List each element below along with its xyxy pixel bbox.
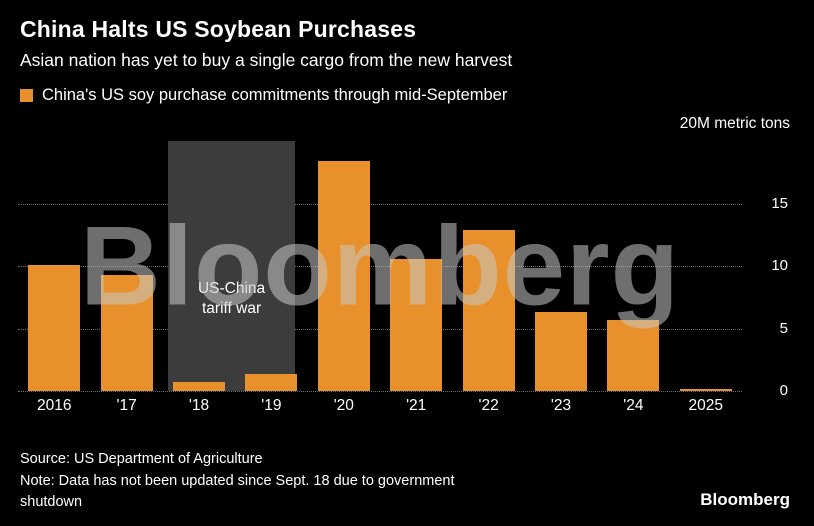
- x-tick-label: '24: [623, 397, 644, 414]
- plot-area: US-China tariff war Bloomberg: [18, 141, 742, 392]
- x-tick-label: '21: [406, 397, 427, 414]
- y-tick-label: 5: [779, 319, 788, 337]
- legend-swatch-icon: [20, 89, 33, 102]
- annotation-line-2: tariff war: [201, 300, 262, 318]
- x-tick-label: 2016: [36, 397, 72, 414]
- gridline: [18, 391, 742, 392]
- footer: Source: US Department of Agriculture Not…: [20, 449, 480, 514]
- source-text: Source: US Department of Agriculture: [20, 450, 263, 467]
- x-tick-label: 2025: [688, 397, 724, 414]
- bar-21: [390, 258, 443, 391]
- x-axis: 2016 '17 '18 '19 '20 '21 '22 '23 '24 2025: [18, 397, 742, 419]
- bar-22: [462, 229, 515, 391]
- annotation-region: US-China tariff war: [167, 141, 296, 391]
- y-tick-label: 0: [779, 382, 788, 399]
- chart-header: China Halts US Soybean Purchases Asian n…: [0, 0, 814, 105]
- bar-23: [534, 312, 588, 391]
- chart-subtitle: Asian nation has yet to buy a single car…: [20, 50, 513, 70]
- y-axis-unit-label: 20M metric tons: [679, 115, 790, 132]
- x-tick-label: '19: [261, 397, 282, 414]
- x-tick-label: '22: [478, 397, 499, 414]
- legend: China's US soy purchase commitments thro…: [20, 86, 794, 105]
- annotation-label: US-China tariff war: [168, 279, 295, 321]
- bar-18: [172, 382, 226, 391]
- bar-2025: [679, 389, 732, 391]
- x-tick-label: '18: [188, 397, 210, 414]
- gridline: [18, 203, 742, 205]
- gridline: [18, 266, 742, 267]
- bloomberg-logo: Bloomberg: [700, 490, 790, 509]
- chart-title: China Halts US Soybean Purchases: [20, 16, 417, 42]
- y-axis: 0 5 10 15: [744, 141, 814, 400]
- x-tick-label: '20: [333, 397, 354, 414]
- bar-19: [245, 373, 298, 391]
- y-tick-label: 15: [771, 194, 788, 212]
- bar-20: [317, 161, 370, 391]
- note-text: Note: Data has not been updated since Se…: [20, 472, 455, 511]
- y-tick-label: 10: [771, 257, 788, 274]
- chart-area: US-China tariff war Bloomberg 0 5 10 15: [18, 141, 814, 400]
- legend-label: China's US soy purchase commitments thro…: [42, 86, 508, 104]
- annotation-line-1: US-China: [197, 279, 266, 297]
- x-tick-label: '17: [116, 397, 137, 414]
- gridline: [18, 328, 742, 330]
- bar-17: [100, 274, 153, 391]
- x-tick-label: '23: [550, 397, 572, 414]
- bar-24: [607, 319, 660, 391]
- bar-2016: [28, 264, 81, 391]
